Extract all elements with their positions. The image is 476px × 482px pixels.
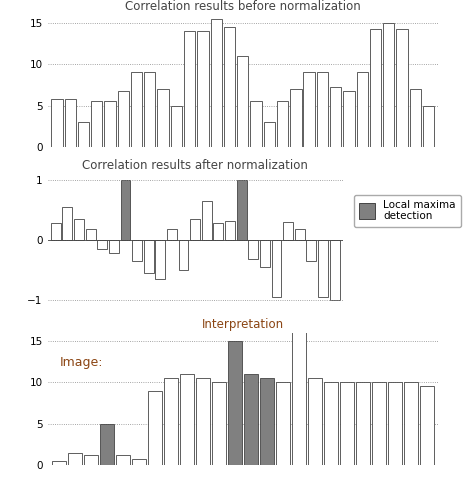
Bar xyxy=(167,229,177,240)
Bar xyxy=(308,378,322,465)
Bar xyxy=(155,240,165,279)
Bar xyxy=(97,240,107,249)
Text: Image:: Image: xyxy=(60,357,103,369)
Bar xyxy=(212,382,226,465)
Bar xyxy=(357,72,368,147)
Bar xyxy=(100,424,114,465)
Bar xyxy=(292,324,306,465)
Bar xyxy=(202,201,212,240)
Bar xyxy=(178,240,188,270)
Bar xyxy=(277,101,288,147)
Bar xyxy=(330,87,341,147)
Bar xyxy=(324,382,337,465)
Bar xyxy=(65,99,76,147)
Bar xyxy=(330,240,339,300)
Bar xyxy=(62,207,72,240)
Bar xyxy=(420,387,434,465)
Bar xyxy=(144,240,154,273)
Bar xyxy=(84,455,98,465)
Bar xyxy=(388,382,402,465)
Bar xyxy=(180,374,194,465)
Bar xyxy=(248,240,258,259)
Bar xyxy=(271,240,281,297)
Bar xyxy=(304,72,315,147)
Bar xyxy=(148,390,161,465)
Bar xyxy=(51,223,60,240)
Bar xyxy=(295,229,305,240)
Bar xyxy=(197,31,208,147)
Bar xyxy=(260,240,270,267)
Bar xyxy=(74,219,84,240)
Bar xyxy=(184,31,195,147)
Bar xyxy=(86,229,96,240)
Bar xyxy=(404,382,417,465)
Title: Interpretation: Interpretation xyxy=(202,319,284,332)
Bar xyxy=(237,56,248,147)
Bar xyxy=(264,122,275,147)
Title: Correlation results after normalization: Correlation results after normalization xyxy=(82,160,308,173)
Bar xyxy=(118,91,129,147)
Bar xyxy=(68,453,81,465)
Bar xyxy=(78,122,89,147)
Bar xyxy=(224,27,235,147)
Bar xyxy=(164,378,178,465)
Bar xyxy=(132,458,146,465)
Bar xyxy=(196,378,209,465)
Legend: Local maxima
detection: Local maxima detection xyxy=(354,195,461,227)
Bar xyxy=(260,378,274,465)
Bar xyxy=(340,382,354,465)
Bar xyxy=(317,72,328,147)
Bar xyxy=(290,89,301,147)
Bar xyxy=(171,106,182,147)
Bar xyxy=(307,240,316,261)
Bar xyxy=(225,221,235,240)
Bar xyxy=(250,101,262,147)
Bar xyxy=(318,240,328,297)
Bar xyxy=(158,89,169,147)
Bar xyxy=(244,374,258,465)
Bar xyxy=(397,29,408,147)
Bar xyxy=(410,89,421,147)
Bar xyxy=(237,179,247,240)
Bar xyxy=(104,101,116,147)
Bar xyxy=(228,341,241,465)
Bar xyxy=(213,223,223,240)
Bar xyxy=(190,219,200,240)
Bar xyxy=(210,19,222,147)
Bar xyxy=(383,23,395,147)
Bar xyxy=(52,461,66,465)
Bar xyxy=(356,382,369,465)
Bar xyxy=(372,382,386,465)
Bar xyxy=(343,91,355,147)
Bar xyxy=(144,72,156,147)
Bar xyxy=(283,222,293,240)
Bar xyxy=(131,72,142,147)
Bar xyxy=(116,455,129,465)
Bar xyxy=(370,29,381,147)
Bar xyxy=(423,106,434,147)
Bar xyxy=(120,179,130,240)
Bar xyxy=(132,240,142,261)
Bar xyxy=(109,240,119,253)
Title: Correlation results before normalization: Correlation results before normalization xyxy=(125,0,361,13)
Bar xyxy=(91,101,102,147)
Bar xyxy=(276,382,289,465)
Bar xyxy=(51,99,62,147)
